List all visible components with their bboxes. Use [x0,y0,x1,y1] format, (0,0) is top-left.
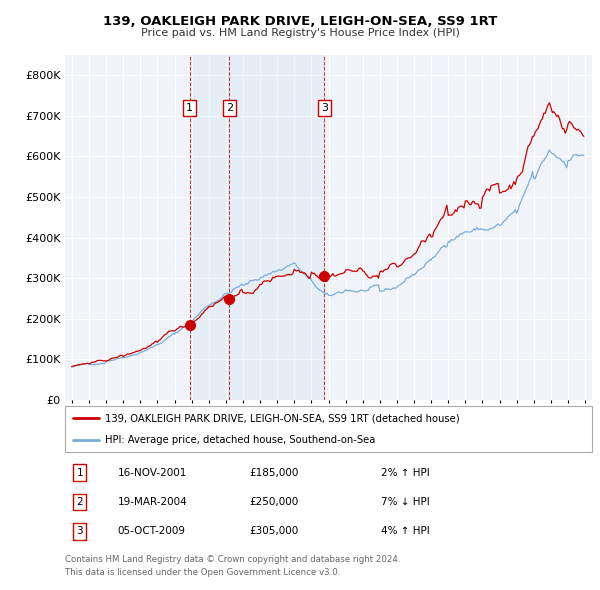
Text: 19-MAR-2004: 19-MAR-2004 [118,497,187,507]
Text: HPI: Average price, detached house, Southend-on-Sea: HPI: Average price, detached house, Sout… [104,435,375,445]
Text: £305,000: £305,000 [250,526,299,536]
Text: £250,000: £250,000 [250,497,299,507]
Text: 139, OAKLEIGH PARK DRIVE, LEIGH-ON-SEA, SS9 1RT (detached house): 139, OAKLEIGH PARK DRIVE, LEIGH-ON-SEA, … [104,414,459,424]
Text: Price paid vs. HM Land Registry's House Price Index (HPI): Price paid vs. HM Land Registry's House … [140,28,460,38]
Text: 1: 1 [186,103,193,113]
Text: 2: 2 [76,497,83,507]
Bar [190,55,229,400]
Text: 3: 3 [76,526,83,536]
Text: 7% ↓ HPI: 7% ↓ HPI [381,497,430,507]
Text: 2% ↑ HPI: 2% ↑ HPI [381,467,430,477]
Text: 2: 2 [226,103,233,113]
Text: Contains HM Land Registry data © Crown copyright and database right 2024.: Contains HM Land Registry data © Crown c… [65,555,400,563]
Text: 4% ↑ HPI: 4% ↑ HPI [381,526,430,536]
Text: 16-NOV-2001: 16-NOV-2001 [118,467,187,477]
Text: 05-OCT-2009: 05-OCT-2009 [118,526,186,536]
Text: 1: 1 [76,467,83,477]
Bar [229,55,325,400]
Text: This data is licensed under the Open Government Licence v3.0.: This data is licensed under the Open Gov… [65,568,340,576]
Text: £185,000: £185,000 [250,467,299,477]
Text: 3: 3 [321,103,328,113]
FancyBboxPatch shape [65,406,592,452]
Text: 139, OAKLEIGH PARK DRIVE, LEIGH-ON-SEA, SS9 1RT: 139, OAKLEIGH PARK DRIVE, LEIGH-ON-SEA, … [103,15,497,28]
